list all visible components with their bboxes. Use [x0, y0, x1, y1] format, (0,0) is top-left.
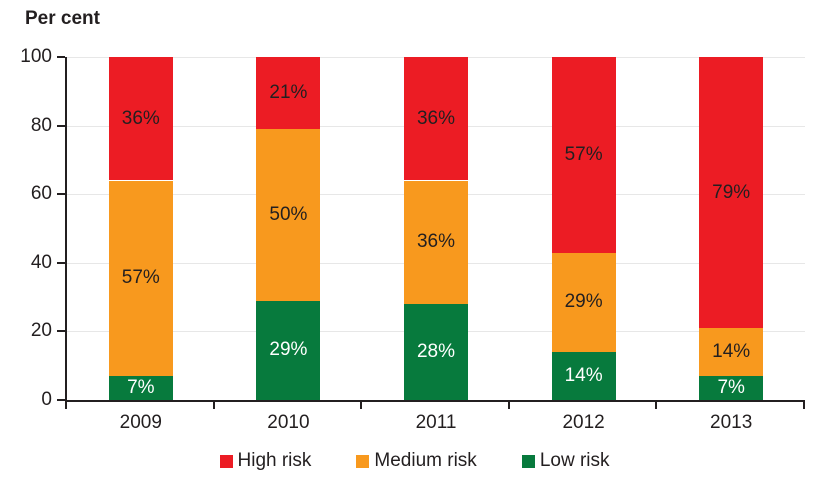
y-axis-label-40: 40 — [30, 251, 52, 273]
x-axis-tick-2 — [360, 402, 363, 409]
legend-swatch-high-risk — [219, 454, 233, 468]
bar-segment-2010-low-risk: 29% — [256, 300, 321, 400]
legend-label-medium-risk: Medium risk — [374, 450, 477, 471]
segment-value-label: 14% — [564, 364, 603, 386]
legend-swatch-low-risk — [521, 454, 535, 468]
y-axis-tick-100 — [57, 56, 65, 58]
bar-segment-2013-high-risk: 79% — [699, 57, 764, 328]
segment-value-label: 50% — [269, 203, 308, 225]
segment-value-label: 36% — [121, 107, 160, 129]
legend-item-high-risk: High risk — [219, 450, 312, 472]
x-axis-tick-1 — [212, 402, 215, 409]
bar-segment-2011-high-risk: 36% — [404, 57, 468, 181]
y-axis-label-80: 80 — [30, 114, 52, 136]
segment-value-label: 28% — [416, 340, 456, 362]
bar-2010: 29% 50% 21% — [256, 57, 321, 400]
legend-swatch-medium-risk — [356, 454, 370, 468]
y-axis-label-20: 20 — [30, 320, 52, 342]
x-axis-tick-4 — [655, 402, 658, 409]
segment-value-label: 7% — [127, 377, 155, 398]
segment-value-label: 57% — [121, 267, 160, 289]
bar-2012: 14% 29% 57% — [551, 57, 616, 400]
bar-2011: 28% 36% 36% — [404, 57, 468, 400]
y-axis-label-60: 60 — [30, 183, 52, 205]
bar-segment-2012-medium-risk: 29% — [551, 252, 616, 352]
segment-value-label: 7% — [717, 377, 745, 398]
plot-area: 0 20 40 60 80 100 7% 57% 36% 2009 29% 50% 21% 2010 28%… — [20, 46, 805, 433]
y-axis-label-0: 0 — [41, 389, 52, 410]
bar-segment-2012-low-risk: 14% — [551, 351, 616, 400]
x-axis-label-2012: 2012 — [562, 412, 605, 433]
bar-segment-2011-medium-risk: 36% — [404, 180, 468, 304]
bar-segment-2009-medium-risk: 57% — [108, 180, 173, 376]
bar-2013: 7% 14% 79% — [699, 57, 764, 400]
segment-value-label: 36% — [416, 107, 456, 129]
legend-label-low-risk: Low risk — [539, 450, 610, 471]
bar-2009: 7% 57% 36% — [108, 57, 173, 400]
chart-title: Per cent — [25, 8, 100, 29]
segment-value-label: 36% — [416, 231, 456, 253]
x-axis-tick-0 — [65, 402, 67, 409]
segment-value-label: 79% — [712, 181, 751, 203]
segment-value-label: 21% — [269, 82, 308, 104]
bar-segment-2013-medium-risk: 14% — [699, 327, 764, 376]
legend-label-high-risk: High risk — [237, 450, 312, 471]
legend-item-medium-risk: Medium risk — [356, 450, 477, 472]
y-axis-tick-0 — [57, 399, 65, 401]
x-axis-tick-5 — [803, 402, 805, 409]
legend-item-low-risk: Low risk — [521, 450, 610, 472]
y-axis-tick-80 — [57, 124, 65, 127]
segment-value-label: 57% — [564, 143, 603, 165]
segment-value-label: 29% — [269, 339, 308, 361]
bar-segment-2010-medium-risk: 50% — [256, 129, 321, 301]
segment-value-label: 29% — [564, 291, 603, 313]
x-axis-tick-3 — [507, 402, 510, 409]
x-axis-label-2011: 2011 — [415, 412, 457, 433]
y-axis-tick-20 — [57, 330, 65, 333]
y-axis-tick-60 — [57, 193, 65, 196]
y-axis-tick-40 — [57, 261, 65, 264]
bar-segment-2011-low-risk: 28% — [404, 303, 468, 400]
bar-segment-2012-high-risk: 57% — [551, 57, 616, 253]
bar-segment-2010-high-risk: 21% — [256, 57, 321, 130]
segment-value-label: 14% — [712, 340, 751, 362]
y-axis-label-100: 100 — [20, 46, 52, 67]
bar-segment-2009-low-risk: 7% — [108, 376, 173, 400]
legend: High risk Medium risk Low risk — [0, 450, 829, 472]
x-axis-label-2009: 2009 — [119, 412, 162, 433]
bar-segment-2009-high-risk: 36% — [108, 57, 173, 181]
bar-segment-2013-low-risk: 7% — [699, 376, 764, 400]
x-axis-label-2010: 2010 — [267, 412, 310, 433]
x-axis-label-2013: 2013 — [710, 412, 753, 433]
